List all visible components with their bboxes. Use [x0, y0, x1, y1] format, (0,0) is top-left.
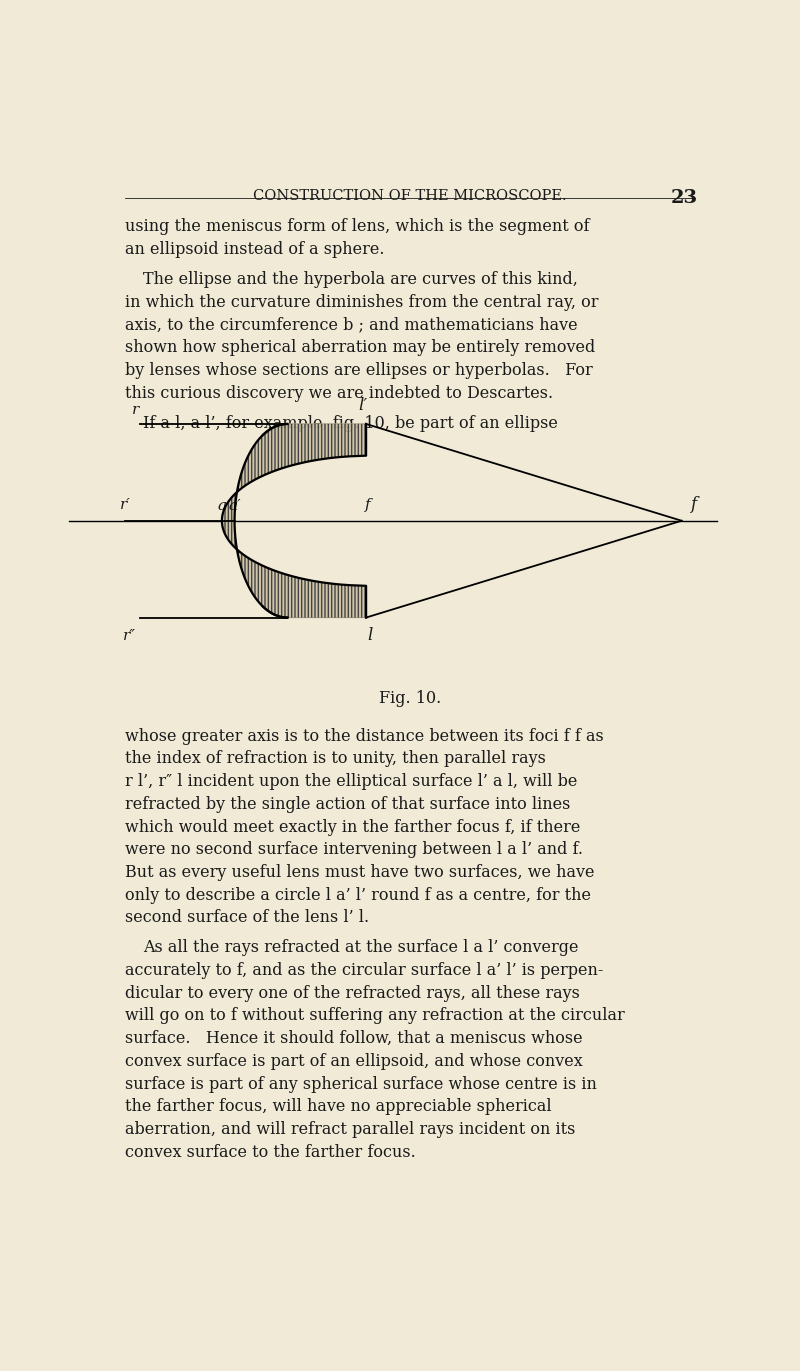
Text: CONSTRUCTION OF THE MICROSCOPE.: CONSTRUCTION OF THE MICROSCOPE.	[253, 189, 567, 203]
Text: which would meet exactly in the farther focus f, if there: which would meet exactly in the farther …	[125, 818, 580, 835]
Text: dicular to every one of the refracted rays, all these rays: dicular to every one of the refracted ra…	[125, 984, 580, 1002]
Text: surface.   Hence it should follow, that a meniscus whose: surface. Hence it should follow, that a …	[125, 1030, 582, 1047]
Text: f: f	[690, 496, 696, 513]
Text: f: f	[365, 498, 370, 511]
Text: The ellipse and the hyperbola are curves of this kind,: The ellipse and the hyperbola are curves…	[143, 271, 578, 288]
Text: this curious discovery we are indebted to Descartes.: this curious discovery we are indebted t…	[125, 385, 553, 402]
Text: r′: r′	[120, 498, 131, 511]
Text: l′: l′	[358, 398, 367, 414]
Text: an ellipsoid instead of a sphere.: an ellipsoid instead of a sphere.	[125, 241, 384, 258]
Text: 23: 23	[671, 189, 698, 207]
Polygon shape	[222, 424, 366, 617]
Text: accurately to f, and as the circular surface l a’ l’ is perpen-: accurately to f, and as the circular sur…	[125, 962, 603, 979]
Text: second surface of the lens l’ l.: second surface of the lens l’ l.	[125, 909, 369, 927]
Text: surface is part of any spherical surface whose centre is in: surface is part of any spherical surface…	[125, 1076, 597, 1093]
Text: As all the rays refracted at the surface l a l’ converge: As all the rays refracted at the surface…	[143, 939, 579, 957]
Text: r″: r″	[122, 629, 135, 643]
Text: the farther focus, will have no appreciable spherical: the farther focus, will have no apprecia…	[125, 1098, 551, 1115]
Text: using the meniscus form of lens, which is the segment of: using the meniscus form of lens, which i…	[125, 218, 590, 236]
Text: by lenses whose sections are ellipses or hyperbolas.   For: by lenses whose sections are ellipses or…	[125, 362, 593, 378]
Text: axis, to the circumference b ; and mathematicians have: axis, to the circumference b ; and mathe…	[125, 317, 578, 333]
Text: in which the curvature diminishes from the central ray, or: in which the curvature diminishes from t…	[125, 293, 598, 311]
Text: l: l	[367, 627, 372, 644]
Text: r l’, r″ l incident upon the elliptical surface l’ a l, will be: r l’, r″ l incident upon the elliptical …	[125, 773, 577, 790]
Text: whose greater axis is to the distance between its foci f f as: whose greater axis is to the distance be…	[125, 728, 603, 744]
Text: a: a	[217, 499, 226, 513]
Text: a′: a′	[229, 499, 242, 513]
Text: only to describe a circle l a’ l’ round f as a centre, for the: only to describe a circle l a’ l’ round …	[125, 887, 590, 903]
Text: convex surface to the farther focus.: convex surface to the farther focus.	[125, 1143, 415, 1161]
Text: Fig. 10.: Fig. 10.	[379, 690, 441, 706]
Text: will go on to f without suffering any refraction at the circular: will go on to f without suffering any re…	[125, 1008, 625, 1024]
Text: refracted by the single action of that surface into lines: refracted by the single action of that s…	[125, 795, 570, 813]
Text: shown how spherical aberration may be entirely removed: shown how spherical aberration may be en…	[125, 339, 595, 356]
Text: r: r	[132, 403, 140, 417]
Text: aberration, and will refract parallel rays incident on its: aberration, and will refract parallel ra…	[125, 1121, 575, 1138]
Text: But as every useful lens must have two surfaces, we have: But as every useful lens must have two s…	[125, 864, 594, 882]
Text: If a l, a l’, for example, fig. 10, be part of an ellipse: If a l, a l’, for example, fig. 10, be p…	[143, 414, 558, 432]
Text: convex surface is part of an ellipsoid, and whose convex: convex surface is part of an ellipsoid, …	[125, 1053, 582, 1069]
Text: were no second surface intervening between l a l’ and f.: were no second surface intervening betwe…	[125, 842, 582, 858]
Text: the index of refraction is to unity, then parallel rays: the index of refraction is to unity, the…	[125, 750, 546, 768]
